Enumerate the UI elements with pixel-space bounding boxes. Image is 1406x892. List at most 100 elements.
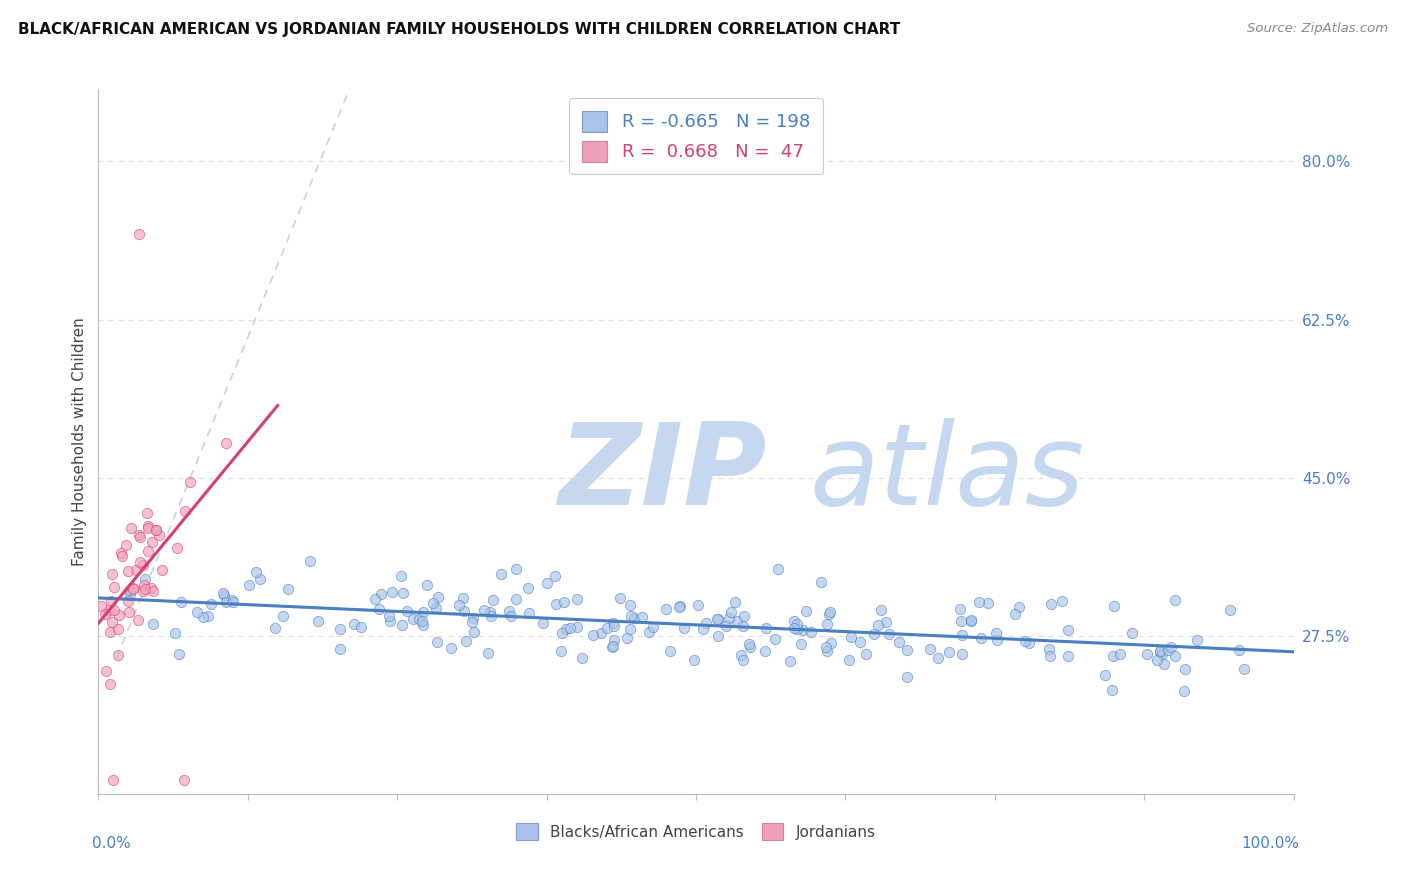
Point [479,608,502,623]
Point [1018,636,1040,650]
Point [145,523,167,537]
Point [984,625,1007,640]
Point [110,546,132,560]
Point [550,644,572,658]
Point [426,590,449,604]
Point [152,563,174,577]
Point [790,637,813,651]
Point [707,629,730,643]
Point [1219,603,1241,617]
Point [132,584,155,599]
Point [1185,633,1208,648]
Point [602,639,624,653]
Point [733,609,755,624]
Point [1108,648,1130,662]
Point [1153,657,1175,671]
Point [1040,597,1063,611]
Point [142,616,165,631]
Point [132,578,155,592]
Point [426,634,449,648]
Point [517,607,540,621]
Point [1149,645,1171,659]
Point [555,622,578,636]
Point [412,617,434,632]
Point [868,618,890,632]
Point [1150,647,1173,661]
Point [350,620,373,634]
Point [118,605,141,619]
Point [131,558,153,573]
Point [107,648,129,662]
Point [820,636,842,650]
Point [875,615,897,630]
Point [668,599,690,614]
Point [212,588,235,602]
Point [136,521,159,535]
Point [960,615,983,629]
Point [927,651,949,665]
Point [505,562,527,576]
Point [117,594,139,608]
Point [949,602,972,616]
Point [186,605,208,619]
Point [222,595,245,609]
Point [422,596,444,610]
Point [544,569,567,583]
Point [122,581,145,595]
Point [90,599,112,613]
Point [877,626,900,640]
Point [602,616,624,631]
Point [478,605,501,619]
Point [363,591,385,606]
Point [389,569,412,583]
Point [1121,626,1143,640]
Point [596,622,619,636]
Point [148,528,170,542]
Point [117,564,139,578]
Point [391,617,413,632]
Point [725,614,748,628]
Point [706,612,728,626]
Point [136,506,159,520]
Point [1149,644,1171,658]
Point [603,632,626,647]
Point [920,642,942,657]
Point [128,530,150,544]
Point [238,578,260,592]
Point [1014,634,1036,648]
Point [125,563,148,577]
Point [174,504,197,518]
Point [136,519,159,533]
Point [101,566,124,581]
Point [1146,653,1168,667]
Point [103,603,125,617]
Point [560,621,582,635]
Point [449,598,471,612]
Point [498,604,520,618]
Point [128,528,150,542]
Point [1056,649,1078,664]
Point [692,622,714,636]
Point [716,618,738,632]
Point [1101,683,1123,698]
Point [571,651,593,665]
Point [976,596,998,610]
Point [620,609,643,624]
Text: BLACK/AFRICAN AMERICAN VS JORDANIAN FAMILY HOUSEHOLDS WITH CHILDREN CORRELATION : BLACK/AFRICAN AMERICAN VS JORDANIAN FAMI… [18,22,900,37]
Point [565,620,588,634]
Point [1174,662,1197,676]
Point [134,582,156,596]
Point [733,653,755,667]
Point [396,604,419,618]
Point [139,581,162,595]
Point [849,635,872,649]
Point [600,640,623,655]
Point [141,535,163,549]
Point [553,594,575,608]
Point [142,583,165,598]
Point [986,633,1008,648]
Point [249,572,271,586]
Point [451,591,474,605]
Point [896,670,918,684]
Point [616,632,638,646]
